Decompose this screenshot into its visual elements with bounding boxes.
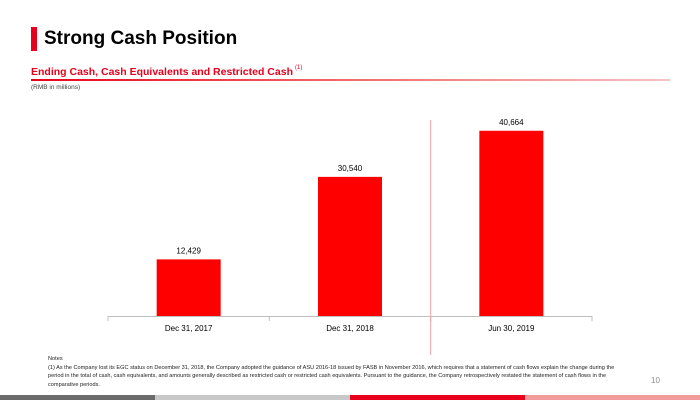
footnote-marker: (1) [294,64,303,71]
bar [479,130,544,316]
unit-label: (RMB in millions) [31,84,81,91]
x-tick-label: Dec 31, 2017 [165,324,213,333]
chart-subtitle: Ending Cash, Cash Equivalents and Restri… [31,64,303,79]
page-title: Strong Cash Position [44,28,238,49]
title-accent-bar [31,27,37,51]
x-tick-label: Dec 31, 2018 [326,324,374,333]
bar [318,176,382,316]
subtitle-rule [31,79,670,81]
bottom-bar-segment [525,395,700,400]
bar [156,259,221,316]
notes-section: Notes (1) As the Company lost its EGC st… [48,355,628,389]
bottom-bar-segment [350,395,525,400]
notes-heading: Notes [48,356,63,362]
chart-subtitle-text: Ending Cash, Cash Equivalents and Restri… [31,66,293,78]
bottom-bar-segment [0,395,155,400]
bottom-bar [0,395,700,400]
bottom-bar-segment [155,395,350,400]
x-tick-label: Jun 30, 2019 [488,324,535,333]
notes-text: (1) As the Company lost its EGC status o… [48,364,615,388]
page-number: 10 [651,376,660,385]
data-label: 12,429 [176,246,201,255]
data-label: 30,540 [338,164,363,173]
data-label: 40,664 [499,118,524,127]
